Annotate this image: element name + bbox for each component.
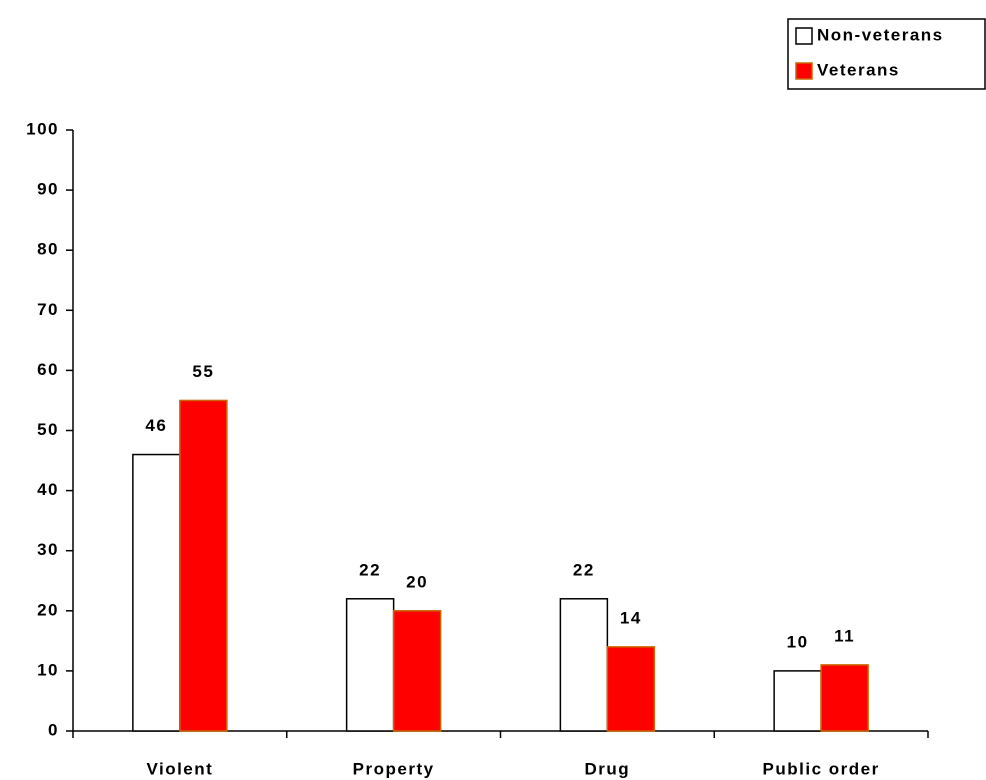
- y-tick-label: 0: [48, 720, 59, 739]
- bar: [773, 670, 822, 732]
- value-label: 10: [787, 632, 809, 651]
- legend-label: Veterans: [817, 60, 900, 79]
- y-tick-label: 90: [37, 180, 59, 199]
- y-tick-label: 40: [37, 480, 59, 499]
- x-tick-label: Violent: [146, 759, 213, 778]
- legend-swatch: [795, 62, 813, 80]
- legend-box: [787, 18, 986, 90]
- legend-swatch: [795, 27, 813, 45]
- bar: [820, 664, 869, 732]
- y-tick-label: 70: [37, 300, 59, 319]
- value-label: 20: [406, 572, 428, 591]
- x-tick-label: Property: [353, 759, 435, 778]
- y-tick-label: 20: [37, 600, 59, 619]
- value-label: 11: [834, 626, 855, 645]
- x-tick-label: Public order: [763, 759, 880, 778]
- y-tick-label: 80: [37, 240, 59, 259]
- legend-label: Non-veterans: [817, 25, 944, 44]
- value-label: 55: [192, 362, 214, 381]
- y-tick-label: 60: [37, 360, 59, 379]
- bar: [606, 646, 656, 732]
- bar: [559, 598, 609, 732]
- x-tick-label: Drug: [585, 759, 631, 778]
- value-label: 22: [359, 560, 381, 579]
- value-label: 46: [145, 416, 167, 435]
- y-tick-label: 50: [37, 420, 59, 439]
- value-label: 22: [573, 560, 595, 579]
- value-label: 14: [620, 608, 642, 627]
- bar: [132, 453, 181, 732]
- y-tick-label: 30: [37, 540, 59, 559]
- bar: [345, 598, 395, 732]
- bar: [392, 610, 442, 732]
- y-tick-label: 10: [37, 660, 59, 679]
- y-tick-label: 100: [26, 119, 59, 138]
- bar: [179, 399, 228, 732]
